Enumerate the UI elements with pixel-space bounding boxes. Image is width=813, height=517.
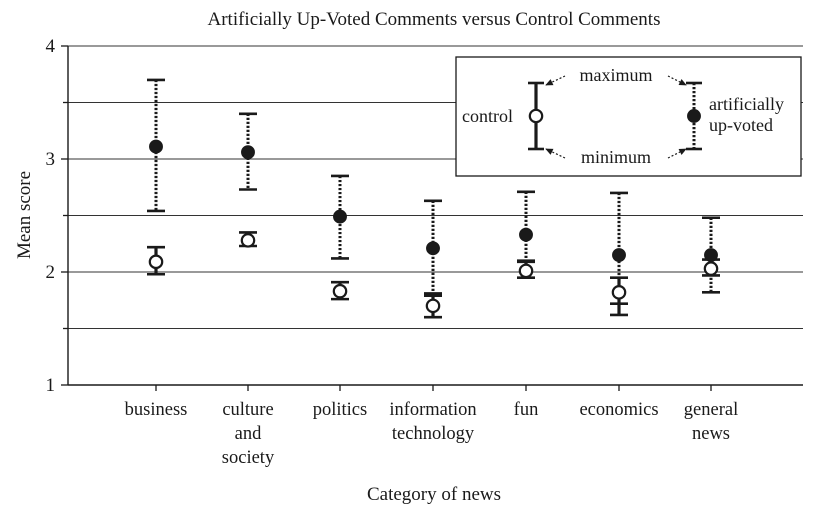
control-point <box>332 283 348 299</box>
upvoted-point <box>704 248 718 263</box>
x-category-labels: business culture and society politics informa… <box>125 385 738 468</box>
y-tick-label: 3 <box>46 149 56 170</box>
y-tick-label: 1 <box>46 375 56 396</box>
x-tick-label: general <box>684 400 738 420</box>
chart-title: Artificially Up-Voted Comments versus Co… <box>208 9 661 30</box>
control-point <box>425 298 441 314</box>
legend-upvoted-label-line2: up-voted <box>709 115 773 135</box>
control-point <box>148 254 164 270</box>
legend-maximum-label: maximum <box>580 65 653 85</box>
legend-control-marker <box>528 108 544 124</box>
control-point <box>703 261 719 276</box>
upvoted-point <box>241 145 255 160</box>
data-marks <box>147 78 720 319</box>
gridlines <box>68 45 803 330</box>
x-tick-label: technology <box>392 424 475 444</box>
y-tick-label: 2 <box>46 262 56 283</box>
legend-min-arrow-right <box>667 148 687 159</box>
x-tick-label: economics <box>579 400 658 420</box>
legend-box <box>455 56 802 177</box>
upvoted-point <box>333 209 347 224</box>
x-tick-label: politics <box>313 400 367 420</box>
upvoted-point <box>519 227 533 242</box>
y-ticks: 1 2 3 4 <box>46 36 68 396</box>
legend-upvoted-label-line1: artificially <box>709 94 784 114</box>
y-tick-label: 4 <box>46 36 56 57</box>
control-point <box>518 263 534 279</box>
legend-control-label: control <box>462 106 513 126</box>
legend-max-arrow-left <box>545 75 566 86</box>
y-axis-label: Mean score <box>14 171 35 259</box>
x-tick-label: business <box>125 400 188 420</box>
control-point <box>611 285 627 300</box>
upvoted-point <box>426 241 440 256</box>
upvoted-point <box>149 139 163 154</box>
legend-minimum-label: minimum <box>581 147 651 167</box>
x-tick-label: and <box>235 424 262 444</box>
control-point <box>240 233 256 248</box>
x-tick-label: fun <box>514 400 539 420</box>
x-tick-label: society <box>222 448 275 468</box>
legend-upvoted-marker <box>687 109 701 123</box>
x-tick-label: culture <box>222 400 273 420</box>
x-axis-label: Category of news <box>367 484 501 505</box>
legend-min-arrow-left <box>545 148 566 159</box>
x-tick-label: news <box>692 424 730 444</box>
legend-max-arrow-right <box>667 75 687 86</box>
x-tick-label: information <box>389 400 476 420</box>
upvoted-point <box>612 248 626 263</box>
